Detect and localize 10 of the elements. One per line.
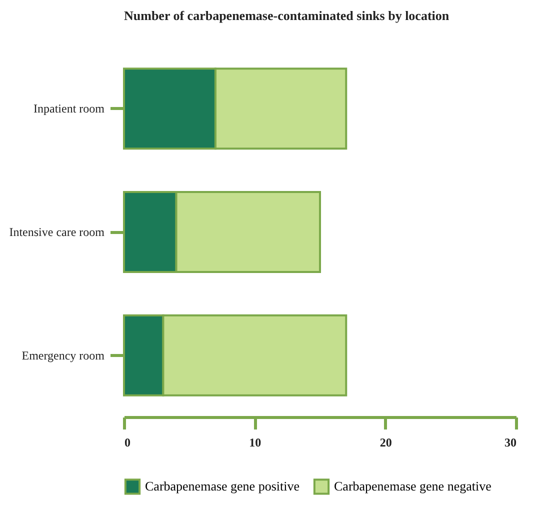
x-tick-label: 20	[380, 436, 392, 450]
x-tick-label: 0	[124, 436, 130, 450]
x-tick-label: 10	[249, 436, 262, 450]
chart-title: Number of carbapenemase-contaminated sinks by location	[124, 8, 450, 23]
y-tick-label: Emergency room	[22, 348, 106, 362]
y-tick-label: Inpatient room	[34, 102, 106, 116]
legend-label: Carbapenemase gene positive	[145, 478, 300, 494]
x-tick-label: 30	[504, 436, 516, 450]
y-tick-label: Intensive care room	[9, 225, 106, 239]
legend-label: Carbapenemase gene negative	[334, 478, 492, 494]
